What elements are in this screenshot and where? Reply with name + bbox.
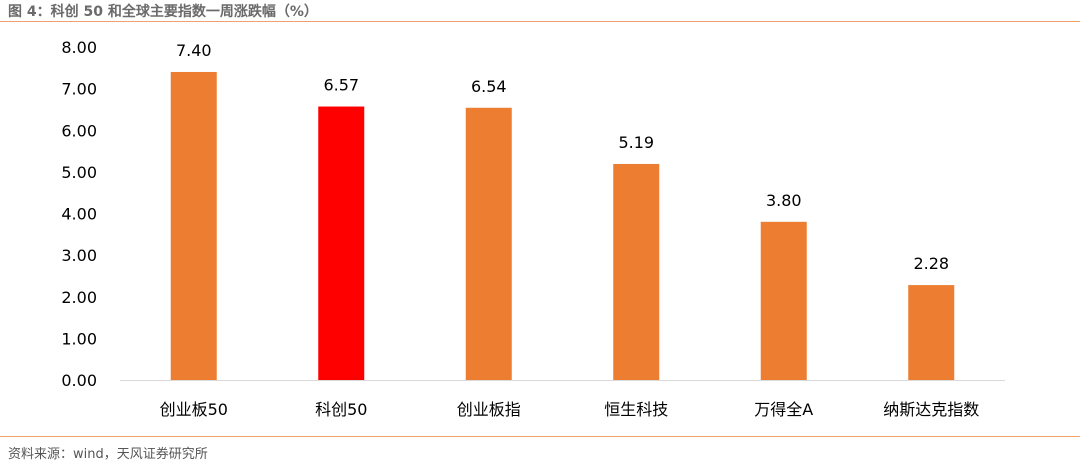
data-label: 6.54 [471,77,507,96]
source-divider [0,436,1080,437]
y-tick-label: 5.00 [61,163,97,182]
bar [318,106,365,381]
data-label: 5.19 [618,133,654,152]
y-tick-label: 4.00 [61,205,97,224]
bar [170,71,217,380]
data-label: 6.57 [323,76,359,95]
y-tick-label: 1.00 [61,329,97,348]
bar [465,107,512,381]
y-tick-label: 7.00 [61,80,97,99]
y-tick-label: 6.00 [61,121,97,140]
bar [613,163,660,380]
y-tick-label: 0.00 [61,371,97,390]
title-divider [0,21,1080,22]
bar [908,285,955,380]
data-label: 7.40 [176,41,212,60]
data-label: 2.28 [913,254,949,273]
bar [760,221,807,380]
x-tick-label: 科创50 [315,400,367,419]
x-tick-label: 万得全A [754,400,813,419]
x-tick-label: 创业板50 [160,400,228,419]
figure-title: 图 4：科创 50 和全球主要指数一周涨跌幅（%） [8,4,318,20]
x-tick-label: 创业板指 [457,400,521,419]
y-tick-label: 8.00 [61,38,97,57]
data-label: 3.80 [766,191,802,210]
x-tick-label: 恒生科技 [604,400,668,419]
y-tick-label: 3.00 [61,246,97,265]
x-tick-label: 纳斯达克指数 [883,400,979,419]
y-tick-label: 2.00 [61,288,97,307]
source-note: 资料来源：wind，天风证券研究所 [8,447,208,462]
